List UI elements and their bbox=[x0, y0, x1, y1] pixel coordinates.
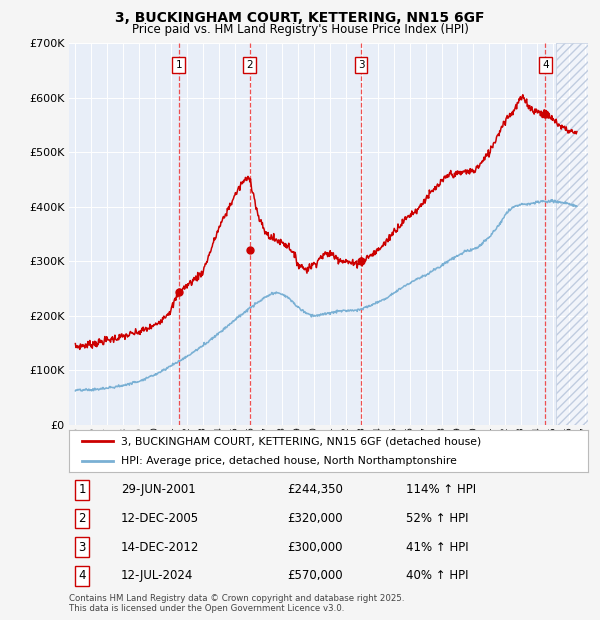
Text: 29-JUN-2001: 29-JUN-2001 bbox=[121, 484, 196, 497]
Text: Price paid vs. HM Land Registry's House Price Index (HPI): Price paid vs. HM Land Registry's House … bbox=[131, 23, 469, 36]
Text: £320,000: £320,000 bbox=[287, 512, 343, 525]
Text: 2: 2 bbox=[78, 512, 86, 525]
Text: 12-JUL-2024: 12-JUL-2024 bbox=[121, 569, 193, 582]
Text: 3, BUCKINGHAM COURT, KETTERING, NN15 6GF (detached house): 3, BUCKINGHAM COURT, KETTERING, NN15 6GF… bbox=[121, 436, 481, 446]
Text: £570,000: £570,000 bbox=[287, 569, 343, 582]
Text: 14-DEC-2012: 14-DEC-2012 bbox=[121, 541, 199, 554]
Text: 1: 1 bbox=[78, 484, 86, 497]
Text: 4: 4 bbox=[78, 569, 86, 582]
Text: 40% ↑ HPI: 40% ↑ HPI bbox=[406, 569, 469, 582]
Text: HPI: Average price, detached house, North Northamptonshire: HPI: Average price, detached house, Nort… bbox=[121, 456, 457, 466]
Bar bbox=[556, 43, 588, 425]
Text: 3: 3 bbox=[78, 541, 86, 554]
Text: 1: 1 bbox=[175, 60, 182, 70]
Text: £300,000: £300,000 bbox=[287, 541, 343, 554]
Text: Contains HM Land Registry data © Crown copyright and database right 2025.
This d: Contains HM Land Registry data © Crown c… bbox=[69, 594, 404, 613]
Text: 12-DEC-2005: 12-DEC-2005 bbox=[121, 512, 199, 525]
Text: 3, BUCKINGHAM COURT, KETTERING, NN15 6GF: 3, BUCKINGHAM COURT, KETTERING, NN15 6GF bbox=[115, 11, 485, 25]
Text: 52% ↑ HPI: 52% ↑ HPI bbox=[406, 512, 469, 525]
Text: 41% ↑ HPI: 41% ↑ HPI bbox=[406, 541, 469, 554]
Bar bbox=[556, 43, 588, 425]
Text: 2: 2 bbox=[247, 60, 253, 70]
Text: 114% ↑ HPI: 114% ↑ HPI bbox=[406, 484, 476, 497]
Text: 4: 4 bbox=[542, 60, 549, 70]
Text: 3: 3 bbox=[358, 60, 364, 70]
Text: £244,350: £244,350 bbox=[287, 484, 343, 497]
